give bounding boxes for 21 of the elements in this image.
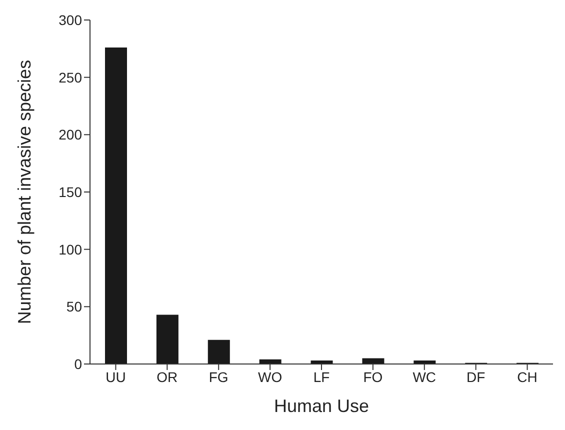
x-tick-label: WO xyxy=(258,368,282,385)
x-tick-label: DF xyxy=(466,368,486,385)
bar xyxy=(105,48,127,364)
y-tick-label: 150 xyxy=(58,184,82,200)
y-tick-label: 200 xyxy=(58,126,82,143)
y-tick-label: 300 xyxy=(58,12,82,28)
y-axis-title: Number of plant invasive species xyxy=(14,60,34,324)
bar xyxy=(208,340,230,364)
y-tick-label: 250 xyxy=(58,69,82,86)
x-tick-label: CH xyxy=(517,368,538,385)
x-tick-label: FO xyxy=(363,368,383,385)
x-axis-title: Human Use xyxy=(274,396,370,416)
x-tick-label: FG xyxy=(208,368,228,385)
x-tick-label: UU xyxy=(106,368,126,385)
x-tick-label: OR xyxy=(156,368,178,385)
x-tick-label: LF xyxy=(313,368,330,385)
bar xyxy=(156,314,178,364)
y-tick-label: 50 xyxy=(66,298,82,315)
y-tick-label: 0 xyxy=(74,356,82,372)
x-tick-label: WC xyxy=(412,368,436,385)
y-tick-label: 100 xyxy=(58,241,82,258)
